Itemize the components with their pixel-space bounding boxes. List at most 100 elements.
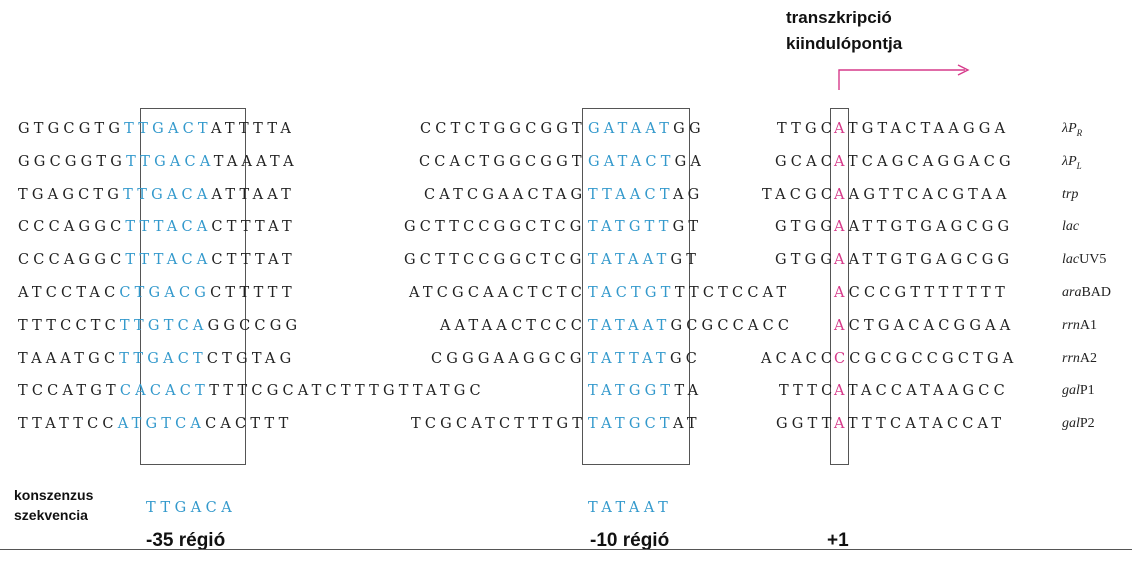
promoter-suffix: A2 — [1079, 351, 1098, 366]
promoter-name: lacUV5 — [1062, 252, 1106, 268]
minus10-sequence: TATTATGC — [588, 351, 701, 367]
pre-start-sequence: TTTC — [779, 383, 836, 399]
promoter-subscript: R — [1076, 127, 1083, 138]
spacer-bases: CATCGAACTAG — [424, 187, 587, 203]
minus10-motif: TACTGT — [588, 285, 675, 301]
spacer-bases: GCTTCCGGCTCG — [404, 219, 586, 235]
promoter-name: lac — [1062, 219, 1079, 235]
start-site-sequence: ACTGACACGGAA — [834, 318, 1014, 334]
spacer-sequence: CCACTGGCGGT — [419, 154, 586, 170]
downstream-bases: TTTCATACCAT — [847, 416, 1006, 432]
promoter-suffix: A1 — [1079, 318, 1098, 333]
minus10-motif: GATAAT — [588, 121, 674, 137]
pre-start-sequence: GGTT — [776, 416, 836, 432]
post-minus10-bases: AG — [672, 187, 704, 203]
consensus-label-line2: szekvencia — [14, 507, 88, 523]
promoter-prefix: λP — [1062, 121, 1077, 136]
promoter-prefix: rrn — [1062, 318, 1080, 333]
minus35-motif: TTGACA — [123, 187, 212, 203]
minus10-motif: TATGCT — [588, 416, 673, 432]
start-site-base: A — [834, 383, 848, 399]
minus10-motif: TATGGT — [588, 383, 675, 399]
post-minus35-bases: ATTTTA — [211, 121, 296, 137]
post-minus35-bases: CTTTTT — [210, 285, 296, 301]
spacer-sequence: ATCGCAACTCTC — [409, 285, 586, 301]
start-site-sequence: AAGTTCACGTAA — [834, 187, 1011, 203]
promoter-prefix: gal — [1062, 416, 1080, 431]
promoter-subscript: L — [1076, 160, 1082, 171]
promoter-suffix: UV5 — [1079, 252, 1107, 267]
downstream-bases: ATTGTGAGCGG — [848, 219, 1014, 235]
start-site-base: A — [834, 121, 848, 137]
spacer-bases: GCTTCCGGCTCG — [404, 252, 586, 268]
tss-arrow-shape — [838, 64, 970, 90]
minus35-region-box — [140, 108, 246, 465]
post-minus35-bases: ATTAAT — [211, 187, 296, 203]
consensus-label-line1: konszenzus — [14, 487, 94, 503]
minus35-motif: TTGTCA — [119, 318, 208, 334]
upstream-sequence: TTATTCCATGTCACACTTT — [18, 416, 293, 432]
minus35-motif: TTGACT — [119, 351, 207, 367]
post-minus10-bases: GCGCCACC — [670, 318, 794, 334]
promoter-prefix: λP — [1062, 154, 1077, 169]
spacer-sequence: CGGGAAGGCG — [431, 351, 586, 367]
spacer-bases: ATCGCAACTCTC — [409, 285, 587, 301]
start-site-base: A — [834, 219, 849, 235]
minus35-motif: CTGACG — [119, 285, 211, 301]
bottom-divider — [0, 549, 1132, 550]
upstream-bases: GGCGGTG — [18, 154, 127, 170]
plus-one-label: +1 — [827, 530, 849, 551]
pre-start-bases: TTGC — [777, 121, 837, 137]
promoter-prefix: lac — [1062, 252, 1080, 267]
region-minus35-label: -35 régió — [146, 530, 226, 551]
pre-start-bases: GCAC — [775, 154, 837, 170]
post-minus35-bases: CTTTAT — [211, 252, 296, 268]
minus10-sequence: TATGCTAT — [588, 416, 701, 432]
upstream-sequence: CCCAGGCTTTACACTTTAT — [18, 252, 296, 268]
start-site-sequence: AATTGTGAGCGG — [834, 252, 1013, 268]
downstream-bases: ATTGTGAGCGG — [848, 252, 1014, 268]
post-minus35-bases: CTGTAG — [206, 351, 296, 367]
upstream-sequence: GTGCGTGTTGACTATTTTA — [18, 121, 295, 137]
start-site-sequence: AATTGTGAGCGG — [834, 219, 1013, 235]
promoter-prefix: lac — [1062, 219, 1080, 234]
post-minus10-bases: TA — [674, 383, 703, 399]
minus10-motif: TATAAT — [588, 318, 671, 334]
promoter-suffix: P1 — [1079, 383, 1095, 398]
start-site-base: A — [834, 154, 848, 170]
pre-start-bases: GTGG — [775, 252, 837, 268]
minus35-motif: ATGTCA — [117, 416, 206, 432]
pre-start-sequence: GTGG — [775, 219, 836, 235]
spacer-sequence: TCGCATCTTTGT — [411, 416, 586, 432]
minus10-motif: TATAAT — [588, 252, 671, 268]
minus10-motif: TTAACT — [588, 187, 673, 203]
start-site-sequence: ATTTCATACCAT — [834, 416, 1005, 432]
minus35-motif: TTTACA — [125, 219, 212, 235]
pre-start-bases: ACACC — [761, 351, 837, 367]
minus10-sequence: TATGTTGT — [588, 219, 702, 235]
promoter-prefix: rrn — [1062, 351, 1080, 366]
upstream-bases: CCCAGGC — [18, 252, 126, 268]
post-minus10-bases: GT — [672, 219, 703, 235]
promoter-name: rrnA2 — [1062, 351, 1097, 367]
post-minus10-bases: GT — [670, 252, 701, 268]
minus35-motif: TTTACA — [125, 252, 212, 268]
pre-start-sequence: GCAC — [775, 154, 836, 170]
spacer-sequence: GCTTCCGGCTCG — [404, 252, 586, 268]
minus10-sequence: GATAATGG — [588, 121, 705, 137]
minus10-sequence: GATACTGA — [588, 154, 705, 170]
promoter-name: λPR — [1062, 121, 1082, 138]
downstream-bases: TCAGCAGGACG — [847, 154, 1015, 170]
minus10-sequence: TATGGTTA — [588, 383, 702, 399]
post-minus10-bases: TTCTCCAT — [674, 285, 791, 301]
promoter-name: trp — [1062, 187, 1078, 203]
upstream-sequence: TCCATGTCACACTTTTCGCATCTTTGTTATGC — [18, 383, 485, 399]
spacer-bases: CCTCTGGCGGT — [420, 121, 586, 137]
start-site-base: A — [834, 285, 849, 301]
start-site-base: A — [834, 187, 849, 203]
start-site-base: A — [834, 252, 849, 268]
promoter-prefix: gal — [1062, 383, 1080, 398]
promoter-name: rrnA1 — [1062, 318, 1097, 334]
